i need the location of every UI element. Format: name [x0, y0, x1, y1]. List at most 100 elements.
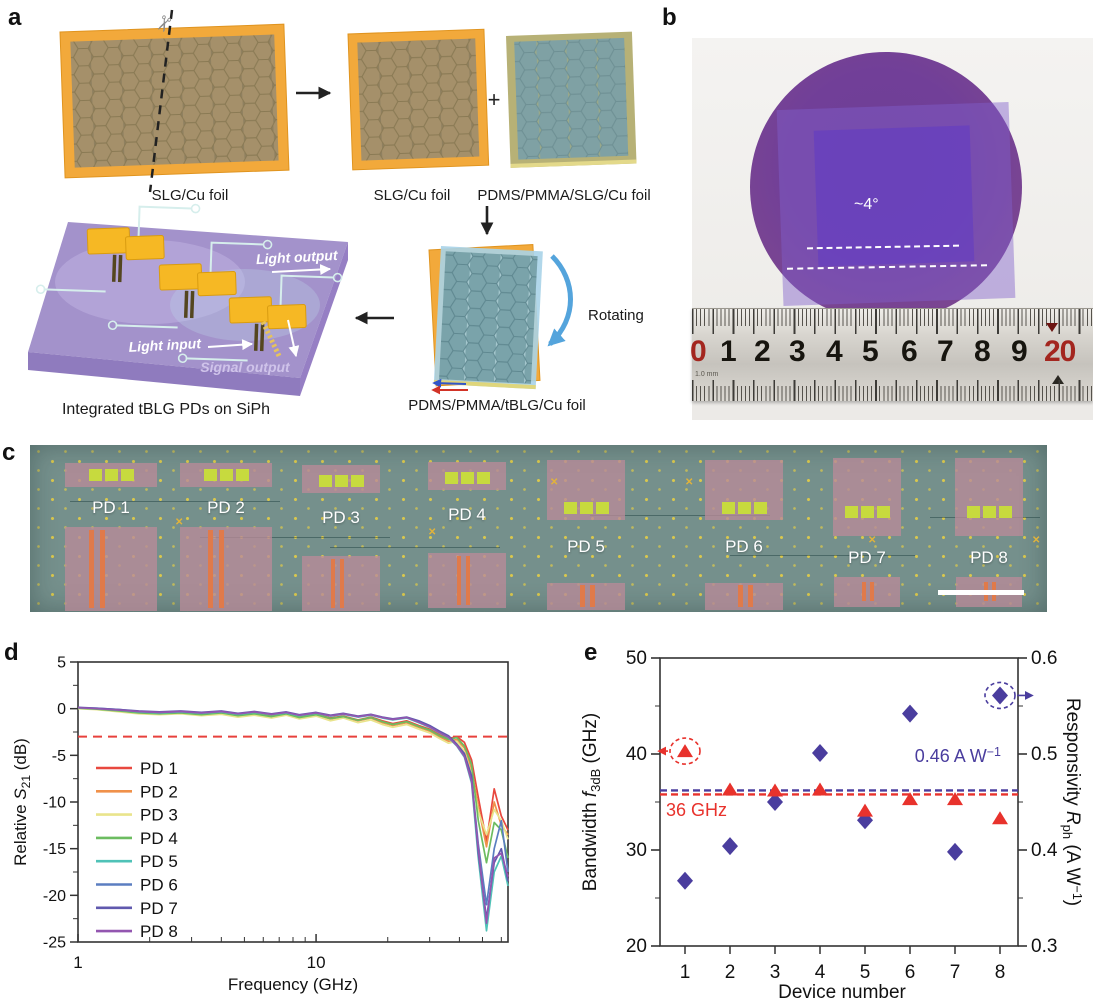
- ruler-number: 6: [901, 335, 918, 368]
- legend-label: PD 6: [140, 876, 178, 895]
- light-output-arrow: [271, 264, 332, 276]
- contact-pad-region: [65, 463, 157, 487]
- pad-square: [318, 475, 332, 487]
- caption-chip: Integrated tBLG PDs on SiPh: [62, 401, 270, 418]
- bandwidth-marker: [902, 792, 918, 806]
- ruler-pointer-down: [1046, 323, 1058, 332]
- pad-square: [844, 506, 858, 518]
- caption-slg-left: SLG/Cu foil: [152, 187, 229, 204]
- svg-text:5: 5: [57, 655, 66, 672]
- curve-pd-4: [77, 707, 509, 864]
- pd-label: PD 3: [322, 508, 360, 527]
- pad-square: [203, 469, 217, 481]
- device-plot-dynamic: 50 40 30 20 0.6 0.5 0.4 0.3 1 2 3 4 5 6 7 8: [626, 648, 1058, 983]
- foil-pdms-slg: [506, 31, 637, 168]
- s21-xlabel: Frequency (GHz): [228, 975, 358, 994]
- panel-a-schematic: ✂ SLG/Cu foil SLG/Cu foil + PDMS/PMMA/SL…: [28, 9, 651, 418]
- svg-text:0.5: 0.5: [1031, 744, 1057, 765]
- alignment-mark: ✕: [868, 535, 877, 546]
- ruler-number: 1: [720, 335, 737, 368]
- svg-text:-15: -15: [43, 841, 66, 858]
- active-region: [302, 556, 380, 611]
- pad-square: [860, 506, 874, 518]
- svg-text:5: 5: [860, 962, 871, 983]
- pad-square: [579, 502, 593, 514]
- responsivity-marker: [677, 871, 693, 890]
- bandwidth-marker: [992, 811, 1008, 825]
- panel-letter-c: c: [2, 439, 16, 466]
- ruler-number: 4: [826, 335, 843, 368]
- responsivity-marker: [722, 837, 738, 856]
- responsivity-highlight-ellipse: [984, 681, 1016, 710]
- mean-bandwidth-label: 36 GHz: [666, 800, 727, 820]
- siph-chip: Light output Light input Signal output: [28, 198, 348, 396]
- electrode-bar: [738, 585, 743, 607]
- pad-square: [476, 472, 490, 484]
- svg-text:2: 2: [725, 962, 736, 983]
- svg-text:30: 30: [626, 840, 647, 861]
- pad-square: [350, 475, 364, 487]
- pad-square: [444, 472, 458, 484]
- pad-square: [334, 475, 348, 487]
- electrode-bar: [590, 585, 595, 607]
- caption-slg-mid: SLG/Cu foil: [374, 187, 451, 204]
- legend-label: PD 7: [140, 899, 178, 918]
- pad-square: [737, 502, 751, 514]
- wafer-photo: ~4° 0 1 2 3 4 5 6 7 8 9 20 1.0 mm: [690, 38, 1093, 420]
- cut-line: [148, 9, 174, 193]
- contact-pad-region: [180, 463, 272, 487]
- electrode-bar: [340, 559, 344, 608]
- electrode-bar: [100, 530, 105, 608]
- svg-text:0.3: 0.3: [1031, 936, 1057, 957]
- pad-square: [120, 469, 134, 481]
- svg-text:6: 6: [905, 962, 916, 983]
- legend-label: PD 1: [140, 759, 178, 778]
- svg-text:-10: -10: [43, 795, 66, 812]
- bandwidth-marker: [857, 803, 873, 817]
- contact-pad-region: [302, 465, 380, 493]
- svg-text:0: 0: [57, 701, 66, 718]
- active-region: [65, 527, 157, 611]
- pad-square: [998, 506, 1012, 518]
- svg-text:1: 1: [73, 953, 82, 972]
- pd-label: PD 4: [448, 505, 486, 524]
- svg-text:10: 10: [307, 953, 326, 972]
- signal-output-arrow: [287, 319, 300, 358]
- svg-text:-20: -20: [43, 888, 66, 905]
- pad-square: [721, 502, 735, 514]
- ruler: 0 1 2 3 4 5 6 7 8 9 20 1.0 mm: [690, 308, 1093, 401]
- curve-pd-8: [77, 706, 509, 925]
- svg-text:-5: -5: [52, 748, 66, 765]
- pd-device-5: PD 5: [547, 460, 625, 610]
- electrode-bar: [208, 530, 213, 608]
- electrode-bar: [457, 556, 461, 605]
- pd-device-6: PD 6: [705, 460, 783, 610]
- responsivity-marker: [857, 811, 873, 830]
- pd-device-7: PD 7: [833, 458, 901, 607]
- pd-label: PD 7: [848, 548, 886, 567]
- pd-label: PD 6: [725, 537, 763, 556]
- light-input-arrow: [207, 339, 254, 351]
- ruler-number: 0: [690, 335, 707, 368]
- pd-label: PD 5: [567, 537, 605, 556]
- alignment-mark: ✕: [175, 517, 184, 528]
- waveguide-line: [730, 555, 915, 556]
- pd-array-micrograph: PD 1 PD 2 PD 3 PD 4 PD 5 PD 6: [30, 445, 1047, 612]
- pad-square: [595, 502, 609, 514]
- ruler-pointer-up: [1052, 375, 1064, 384]
- device-ylabel-left: Bandwidth f3dB (GHz): [580, 713, 603, 891]
- pad-square: [88, 469, 102, 481]
- electrode-bar: [89, 530, 94, 608]
- ruler-number: 20: [1044, 335, 1076, 368]
- electrode-bar: [219, 530, 224, 608]
- pad-square: [982, 506, 996, 518]
- svg-text:1: 1: [680, 962, 691, 983]
- electrode-bar: [870, 582, 874, 601]
- svg-text:-25: -25: [43, 935, 66, 952]
- pd-label: PD 8: [970, 548, 1008, 567]
- ruler-unit-label: 1.0 mm: [695, 371, 719, 378]
- mean-responsivity-label: 0.46 A W−1: [915, 745, 1001, 766]
- pd-device-2: PD 2: [180, 463, 272, 611]
- legend-label: PD 2: [140, 782, 178, 801]
